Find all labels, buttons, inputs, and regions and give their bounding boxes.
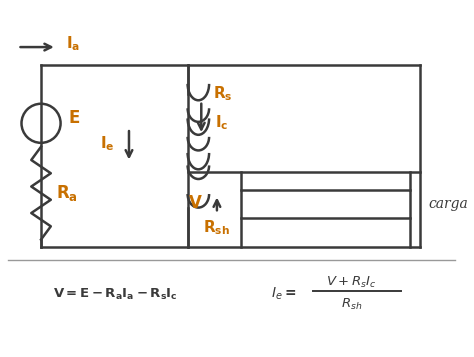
Text: $\mathbf{R_a}$: $\mathbf{R_a}$ bbox=[56, 183, 78, 203]
Bar bbox=[241, 190, 410, 218]
Text: $\mathbf{V}$: $\mathbf{V}$ bbox=[188, 195, 203, 212]
Text: $\mathbf{I_e}$: $\mathbf{I_e}$ bbox=[100, 134, 115, 153]
Text: $\mathbf{R_s}$: $\mathbf{R_s}$ bbox=[213, 85, 233, 103]
Text: $\mathbf{E}$: $\mathbf{E}$ bbox=[68, 110, 81, 127]
Text: $\mathbf{R_{sh}}$: $\mathbf{R_{sh}}$ bbox=[203, 218, 230, 237]
Text: $\mathbf{V = E - R_aI_a - R_sI_c}$: $\mathbf{V = E - R_aI_a - R_sI_c}$ bbox=[53, 287, 178, 302]
Text: $\mathbf{I_a}$: $\mathbf{I_a}$ bbox=[66, 34, 81, 52]
Text: $\mathit{R_{sh}}$: $\mathit{R_{sh}}$ bbox=[341, 297, 363, 312]
Text: $\mathit{V + R_s I_c}$: $\mathit{V + R_s I_c}$ bbox=[327, 275, 377, 290]
Text: $\mathbf{I_c}$: $\mathbf{I_c}$ bbox=[215, 114, 228, 132]
Text: $\mathit{I_e}$$\mathbf{ = }$: $\mathit{I_e}$$\mathbf{ = }$ bbox=[271, 286, 296, 302]
Text: carga: carga bbox=[428, 197, 468, 211]
